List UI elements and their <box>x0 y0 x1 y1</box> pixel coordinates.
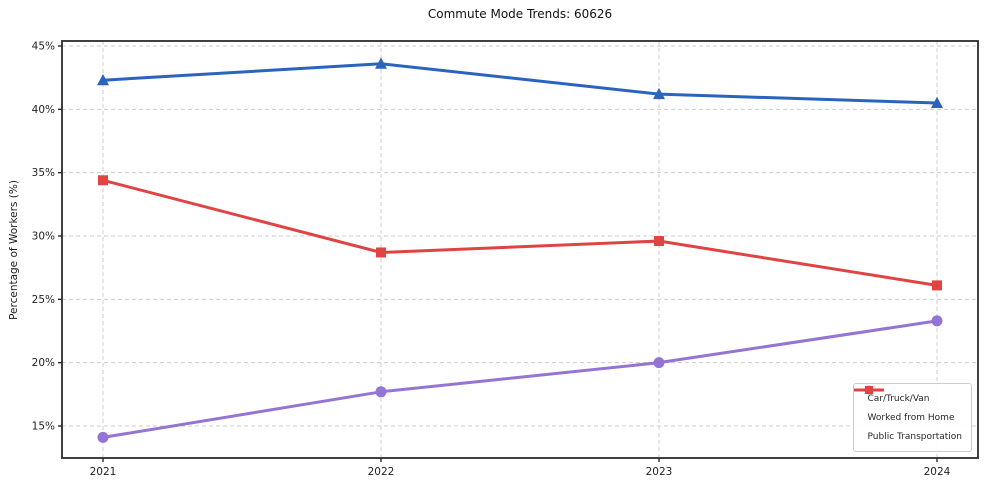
legend-item-public-transportation: Public Transportation <box>853 386 962 446</box>
marker-circle <box>375 386 387 398</box>
legend-label: Public Transportation <box>867 431 962 442</box>
series-line-worked-from-home <box>101 319 939 439</box>
legend: Car/Truck/Van Worked from Home Public Tran… <box>852 383 972 452</box>
y-tick-label: 30% <box>32 231 55 243</box>
marker-square <box>376 247 386 258</box>
x-tick-label: 2023 <box>646 466 673 478</box>
plot-border <box>61 40 979 459</box>
y-tick-label: 45% <box>32 41 55 53</box>
marker-triangle <box>653 87 665 100</box>
marker-circle <box>97 431 109 443</box>
y-tick-label: 15% <box>32 421 55 433</box>
marker-triangle <box>931 96 943 108</box>
marker-triangle <box>375 57 387 69</box>
y-tick-label: 20% <box>32 357 55 369</box>
marker-triangle <box>97 74 109 86</box>
marker-square <box>932 280 942 291</box>
x-tick-label: 2024 <box>924 466 951 478</box>
y-tick-label: 25% <box>32 294 55 306</box>
y-tick-label: 40% <box>32 104 55 116</box>
chart-title: Commute Mode Trends: 60626 <box>427 7 613 21</box>
marker-circle <box>931 315 943 327</box>
series-line-car-truck-van <box>101 62 939 105</box>
series-line-public-transportation <box>101 178 939 287</box>
marker-square <box>654 236 664 247</box>
legend-item-worked-from-home: Worked from Home <box>853 385 962 427</box>
legend-label: Car/Truck/Van <box>867 393 930 404</box>
y-tick-label: 35% <box>32 167 55 179</box>
x-tick-label: 2022 <box>368 466 395 478</box>
legend-label: Worked from Home <box>867 412 955 423</box>
marker-square <box>98 175 108 186</box>
x-tick-label: 2021 <box>90 466 117 478</box>
marker-circle <box>653 357 665 369</box>
legend-square-swatch <box>853 386 884 394</box>
